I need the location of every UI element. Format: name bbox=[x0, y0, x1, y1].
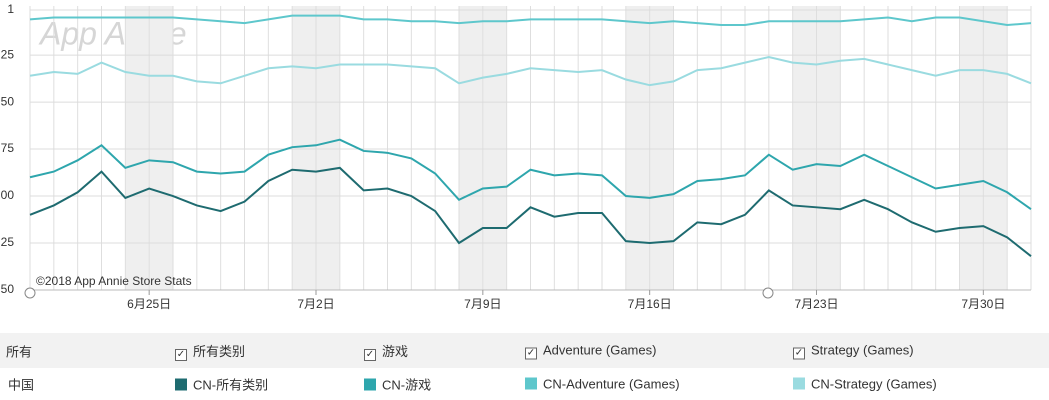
option-label: Adventure (Games) bbox=[543, 342, 657, 357]
filter-option[interactable]: ✓ Strategy (Games) bbox=[793, 342, 914, 359]
filter-option[interactable]: ✓ Adventure (Games) bbox=[525, 342, 656, 359]
legend-label: CN-Strategy (Games) bbox=[811, 376, 937, 392]
checkbox[interactable]: ✓ bbox=[175, 348, 187, 361]
x-tick-label: 7月23日 bbox=[794, 297, 838, 311]
filter-option[interactable]: ✓ 所有类别 bbox=[175, 341, 245, 361]
legend-swatch bbox=[525, 377, 537, 390]
y-tick-label: 25 bbox=[1, 47, 15, 61]
y-tick-label: 50 bbox=[1, 282, 15, 296]
event-marker bbox=[24, 287, 36, 299]
checkbox[interactable]: ✓ bbox=[364, 348, 376, 361]
legend-item: CN-Strategy (Games) bbox=[793, 377, 937, 392]
legend-item: CN-游戏 bbox=[364, 375, 431, 394]
legend-swatch bbox=[793, 377, 805, 390]
checkbox[interactable]: ✓ bbox=[793, 347, 805, 359]
legend-swatch bbox=[175, 378, 187, 391]
x-tick-label: 7月16日 bbox=[628, 297, 672, 311]
y-tick-label: 50 bbox=[1, 94, 15, 108]
filter-option[interactable]: ✓ 游戏 bbox=[364, 341, 408, 361]
y-tick-label: 25 bbox=[1, 235, 15, 249]
option-label: 所有类别 bbox=[193, 343, 246, 359]
y-tick-label: 75 bbox=[1, 141, 15, 155]
row-label: 中国 bbox=[8, 377, 35, 393]
x-tick-label: 7月30日 bbox=[961, 297, 1005, 311]
legend-item: CN-Adventure (Games) bbox=[525, 377, 680, 392]
series-line bbox=[29, 55, 1032, 87]
row-label: 所有 bbox=[6, 344, 33, 359]
legend-row: 中国 CN-所有类别 CN-游戏 CN-Adventure (Games) CN-St… bbox=[0, 368, 1049, 400]
legend-label: CN-Adventure (Games) bbox=[543, 376, 680, 392]
x-tick-label: 6月25日 bbox=[127, 297, 171, 311]
filter-row: 所有 ✓ 所有类别 ✓ 游戏 ✓ Adventure (Games) ✓ Strategy (… bbox=[0, 333, 1049, 368]
y-tick-label: 1 bbox=[7, 2, 14, 16]
series-line bbox=[29, 138, 1032, 211]
series-line bbox=[29, 14, 1032, 27]
x-tick-label: 7月9日 bbox=[464, 297, 501, 311]
event-marker bbox=[762, 287, 774, 299]
option-label: Strategy (Games) bbox=[811, 342, 914, 357]
y-tick-label: 00 bbox=[1, 188, 15, 202]
legend-item: CN-所有类别 bbox=[175, 375, 268, 394]
option-label: 游戏 bbox=[382, 343, 409, 359]
legend-swatch bbox=[364, 378, 376, 391]
legend-label: CN-游戏 bbox=[382, 377, 432, 393]
checkbox[interactable]: ✓ bbox=[525, 347, 537, 359]
x-tick-label: 7月2日 bbox=[297, 297, 334, 311]
credit: ©2018 App Annie Store Stats bbox=[36, 274, 192, 288]
series-line bbox=[29, 166, 1032, 257]
legend-label: CN-所有类别 bbox=[193, 377, 269, 393]
